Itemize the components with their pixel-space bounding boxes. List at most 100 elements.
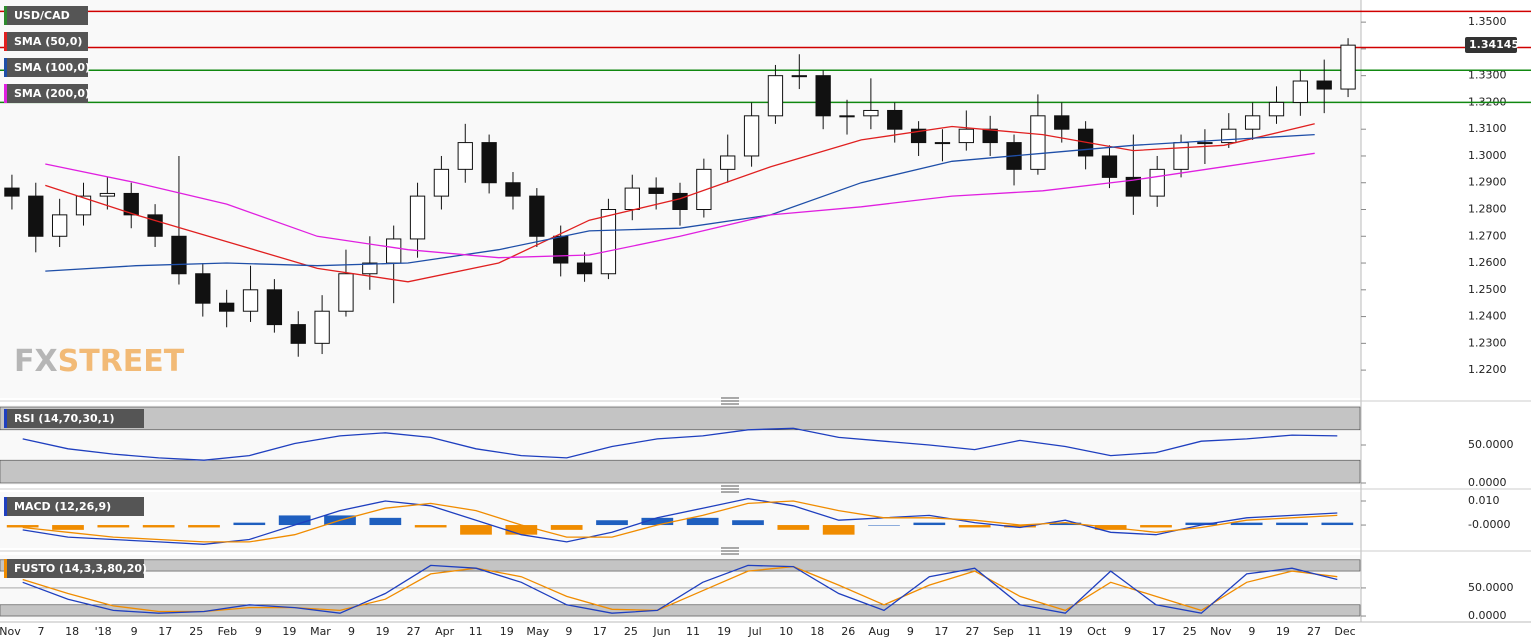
candle xyxy=(242,265,259,322)
candle xyxy=(1054,102,1070,143)
histogram-bar xyxy=(52,525,84,530)
candle-body xyxy=(958,128,974,144)
x-tick-label: 19 xyxy=(1059,625,1073,638)
histogram-bar xyxy=(686,517,719,526)
histogram-bar xyxy=(550,525,583,530)
candle-body xyxy=(767,75,784,117)
histogram-bar xyxy=(596,520,628,526)
candle-body xyxy=(1292,80,1309,103)
x-tick-label: 9 xyxy=(1124,625,1131,638)
y-tick-label: 1.2400 xyxy=(1468,310,1507,323)
watermark-street: STREET xyxy=(58,344,185,379)
y-tick-label: 1.3100 xyxy=(1468,122,1507,135)
band xyxy=(0,559,1361,572)
legend-label: SMA (50,0) xyxy=(14,35,82,48)
candle-body xyxy=(433,168,450,197)
x-tick-label: 26 xyxy=(841,625,855,638)
watermark-fx: FX xyxy=(14,344,58,379)
candle-body xyxy=(457,142,473,170)
candle-body xyxy=(51,214,68,237)
x-tick-label: 9 xyxy=(1248,625,1255,638)
y-tick-label: 0.010 xyxy=(1468,494,1500,507)
x-tick-label: 9 xyxy=(348,625,355,638)
candle xyxy=(4,174,20,210)
candle xyxy=(386,225,402,304)
histogram-bar xyxy=(641,517,674,526)
panel-title-swatch xyxy=(4,559,7,578)
candle xyxy=(195,263,211,317)
legend-swatch xyxy=(4,84,7,103)
legend-swatch xyxy=(4,32,7,51)
candle xyxy=(28,182,44,253)
y-tick-label: 1.2300 xyxy=(1468,336,1507,349)
candle-body xyxy=(505,182,521,197)
histogram-bar xyxy=(1230,522,1263,526)
candle xyxy=(529,188,545,247)
candle-body xyxy=(290,324,306,344)
candle-body xyxy=(743,115,760,157)
candle-body xyxy=(1221,128,1237,144)
candle-body xyxy=(1316,80,1332,90)
band xyxy=(0,406,1361,431)
candle-body xyxy=(1173,142,1189,170)
candle xyxy=(1101,145,1118,189)
y-tick-label: 1.2800 xyxy=(1468,203,1507,216)
candle xyxy=(481,134,497,194)
histogram-bar xyxy=(1321,522,1354,526)
candle xyxy=(600,198,617,280)
histogram-bar xyxy=(188,525,220,528)
legend-swatch xyxy=(4,58,7,77)
candle xyxy=(743,102,760,167)
histogram-bar xyxy=(1049,522,1082,526)
candle xyxy=(147,204,163,247)
y-tick-label: -0.0000 xyxy=(1468,518,1510,531)
histogram-bar xyxy=(505,525,538,535)
x-tick-label: 18 xyxy=(810,625,824,638)
x-tick-label: 9 xyxy=(565,625,572,638)
histogram-bar xyxy=(460,525,492,535)
y-tick-label: 0.0000 xyxy=(1468,609,1507,622)
candle-body xyxy=(171,235,187,275)
histogram-bar xyxy=(97,525,130,528)
candle-body xyxy=(982,128,998,144)
x-tick-label: 9 xyxy=(907,625,914,638)
legend-label: SMA (100,0) xyxy=(14,61,90,74)
y-tick-label: 1.2500 xyxy=(1468,283,1507,296)
candle xyxy=(1316,59,1332,114)
candle xyxy=(1292,70,1309,116)
candle-body xyxy=(624,187,640,211)
candle-body xyxy=(362,262,378,275)
candle xyxy=(266,279,283,333)
candle xyxy=(720,134,736,183)
candle-body xyxy=(99,192,116,197)
series-line xyxy=(45,152,1315,259)
candle-body xyxy=(529,195,545,237)
candle-body xyxy=(720,155,736,170)
legend-box xyxy=(4,6,88,25)
candle-body xyxy=(1125,176,1141,197)
candle xyxy=(958,110,974,151)
candle-body xyxy=(1244,115,1261,130)
candle-body xyxy=(386,238,402,264)
candle-body xyxy=(696,168,712,211)
legend-box xyxy=(4,32,88,51)
x-tick-label: 7 xyxy=(38,625,45,638)
histogram-bar xyxy=(913,522,946,526)
histogram-bar xyxy=(233,522,266,526)
series-line xyxy=(22,427,1338,461)
y-tick-label: 50.0000 xyxy=(1468,581,1514,594)
resize-handles[interactable] xyxy=(721,397,739,555)
candle xyxy=(815,70,831,130)
candle-body xyxy=(1149,168,1165,197)
candle-body xyxy=(1101,155,1118,178)
x-tick-label: 25 xyxy=(1183,625,1197,638)
series-line xyxy=(22,564,1338,614)
histogram-bar xyxy=(958,525,991,528)
histogram-bar xyxy=(777,525,810,530)
candle xyxy=(505,172,521,210)
y-tick-label: 1.3300 xyxy=(1468,69,1507,82)
candle-body xyxy=(1340,44,1356,90)
x-tick-label: Oct xyxy=(1087,625,1107,638)
x-tick-label: 19 xyxy=(500,625,514,638)
x-tick-label: 19 xyxy=(282,625,296,638)
